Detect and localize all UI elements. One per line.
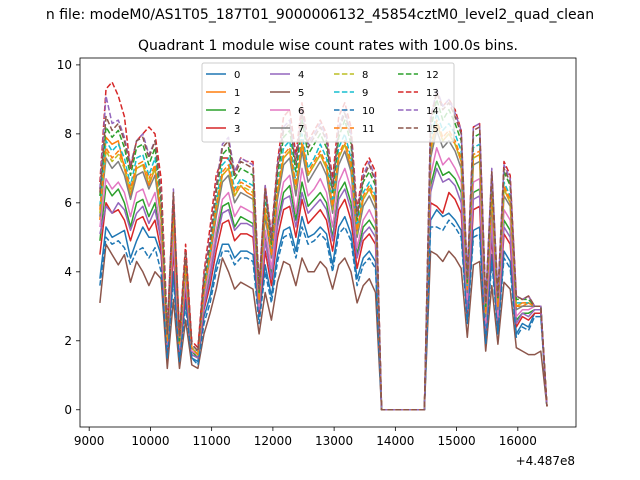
legend-label-13: 13 <box>426 88 439 99</box>
y-axis: 0 2 4 6 8 10 <box>57 58 80 417</box>
legend-label-9: 9 <box>362 88 368 99</box>
legend-label-8: 8 <box>362 70 368 81</box>
legend-label-2: 2 <box>234 106 240 117</box>
x-tick-label: 10000 <box>131 434 169 448</box>
series-layer <box>99 81 548 411</box>
legend-label-7: 7 <box>298 124 304 135</box>
x-tick-label: 11000 <box>193 434 231 448</box>
legend-label-1: 1 <box>234 88 240 99</box>
x-tick-label: 16000 <box>499 434 537 448</box>
y-tick-label: 0 <box>64 403 72 417</box>
legend-frame <box>201 62 455 143</box>
legend-label-10: 10 <box>362 106 375 117</box>
x-tick-label: 14000 <box>376 434 414 448</box>
x-tick-label: 9000 <box>74 434 105 448</box>
y-tick-label: 6 <box>64 196 72 210</box>
legend-label-3: 3 <box>234 124 240 135</box>
legend-label-12: 12 <box>426 70 439 81</box>
y-tick-label: 8 <box>64 127 72 141</box>
x-tick-label: 12000 <box>254 434 292 448</box>
y-tick-label: 2 <box>64 334 72 348</box>
legend-label-6: 6 <box>298 106 304 117</box>
legend-label-5: 5 <box>298 88 304 99</box>
series-line-10 <box>99 219 548 411</box>
legend-label-14: 14 <box>426 106 439 117</box>
series-line-5 <box>99 243 548 411</box>
plot-frame <box>79 57 577 428</box>
x-tick-label: 13000 <box>315 434 353 448</box>
chart-title: Quadrant 1 module wise count rates with … <box>138 38 518 54</box>
x-offset-label: +4.487e8 <box>516 454 575 468</box>
legend-label-4: 4 <box>298 70 304 81</box>
legend-label-15: 15 <box>426 124 439 135</box>
x-axis: 9000 10000 11000 12000 13000 14000 15000 16000 <box>74 427 537 448</box>
x-tick-label: 15000 <box>437 434 475 448</box>
y-tick-label: 10 <box>57 58 72 72</box>
y-tick-label: 4 <box>64 265 72 279</box>
figure-suptitle: n file: modeM0/AS1T05_187T01_9000006132_… <box>46 7 594 23</box>
legend-label-0: 0 <box>234 70 240 81</box>
legend-label-11: 11 <box>362 124 375 135</box>
